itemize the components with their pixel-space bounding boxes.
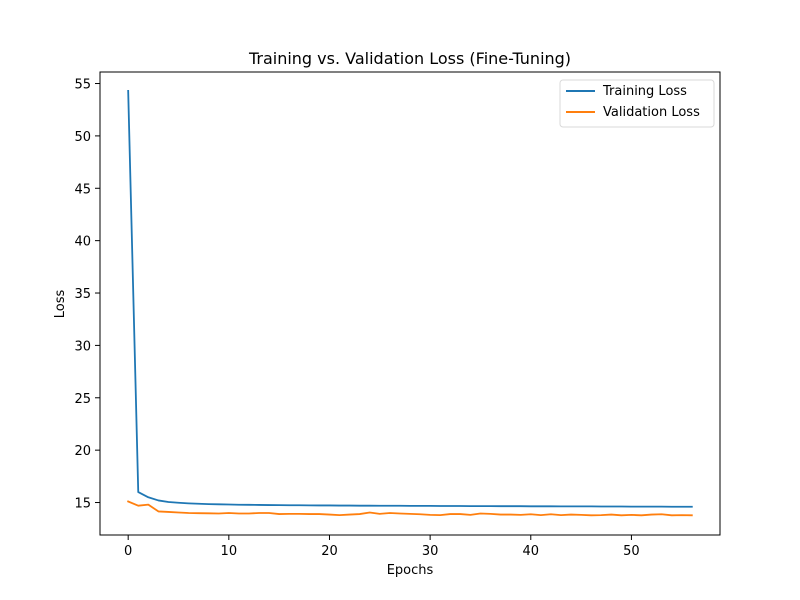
y-tick-label: 25 [74, 392, 91, 407]
x-axis-ticks: 0 10 20 30 40 50 [124, 535, 640, 559]
x-tick-label: 0 [124, 544, 132, 559]
legend: Training Loss Validation Loss [559, 79, 715, 128]
series-line-validation-loss [127, 500, 693, 517]
y-tick-label: 20 [74, 444, 91, 459]
plot-frame [99, 71, 721, 536]
y-tick-label: 45 [74, 182, 91, 197]
y-tick-label: 50 [74, 130, 91, 145]
plot-area [99, 71, 721, 536]
y-tick-label: 55 [74, 78, 91, 93]
x-axis-label: Epochs [387, 563, 434, 578]
series-lines [127, 89, 693, 517]
legend-label-validation-loss: Validation Loss [603, 105, 700, 120]
chart-title: Training vs. Validation Loss (Fine-Tunin… [248, 49, 571, 68]
y-tick-label: 15 [74, 497, 91, 512]
x-tick-label: 40 [523, 544, 540, 559]
y-tick-label: 30 [74, 339, 91, 354]
series-line-training-loss [127, 89, 693, 508]
x-tick-label: 10 [221, 544, 238, 559]
y-axis-label: Loss [53, 290, 68, 319]
y-tick-label: 35 [74, 287, 91, 302]
legend-box [559, 79, 715, 128]
x-tick-label: 30 [422, 544, 439, 559]
x-tick-label: 20 [321, 544, 338, 559]
y-tick-label: 40 [74, 235, 91, 250]
y-axis-ticks: 15 20 25 30 35 40 45 50 55 [74, 78, 100, 512]
x-tick-label: 50 [623, 544, 640, 559]
legend-label-training-loss: Training Loss [602, 84, 687, 99]
